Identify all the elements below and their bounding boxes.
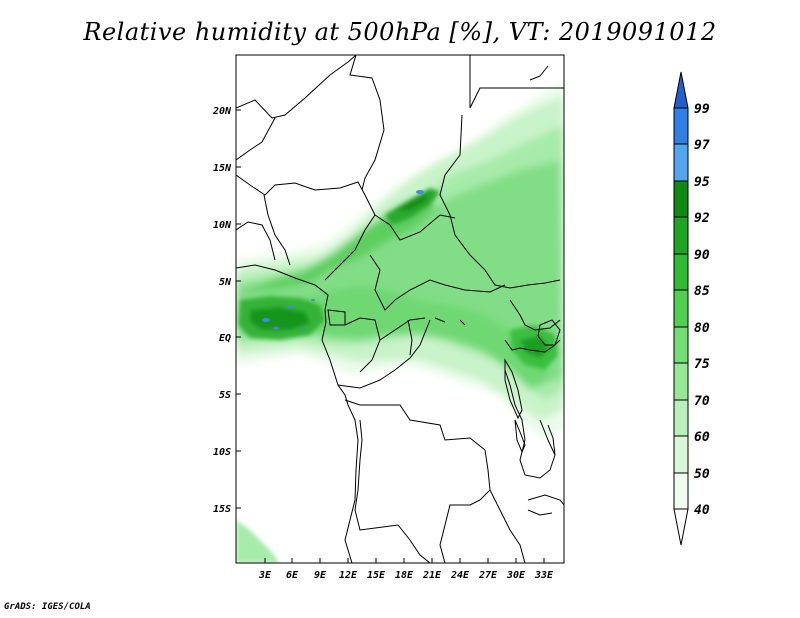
lat-tick-label: EQ [219,333,231,344]
lon-tick-label: 6E [286,570,299,581]
colorbar-swatch [673,362,689,401]
colorbar-label: 99 [694,102,710,117]
colorbar-swatch [673,326,689,364]
longitude-axis: 3E 6E 9E 12E 15E 18E 21E 24E 27E 30E 33E [258,558,554,581]
lat-tick-label: 10S [213,447,231,458]
map-frame [235,54,565,564]
colorbar-label: 50 [694,467,710,482]
lon-tick-label: 18E [395,570,414,581]
colorbar-label: 75 [694,357,710,372]
lon-tick-label: 24E [450,570,470,581]
lon-tick-label: 15E [367,570,386,581]
lon-tick-label: 12E [339,570,358,581]
colorbar-swatch [673,289,689,328]
lat-tick-label: 5S [219,390,231,401]
colorbar-swatch [673,180,689,218]
lat-tick-label: 5N [219,277,232,288]
lon-tick-label: 3E [258,570,272,581]
colorbar-swatch [673,508,689,546]
lon-tick-label: 21E [422,570,442,581]
lat-tick-label: 10N [213,220,232,231]
colorbar-label: 85 [694,284,710,299]
lon-tick-label: 33E [534,570,554,581]
colorbar-swatch [673,435,689,474]
map-title: Relative humidity at 500hPa [%], VT: 201… [83,18,717,46]
credit-label: GrADS: IGES/COLA [4,602,91,612]
lat-tick-label: 20N [212,106,232,117]
colorbar-swatch [673,71,689,109]
lat-tick-label: 15S [213,504,231,515]
colorbar-label: 97 [694,138,710,153]
colorbar-swatch [673,399,689,437]
humidity-field [236,80,564,563]
colorbar-label: 70 [694,394,710,409]
lon-tick-label: 27E [478,570,498,581]
colorbar-swatch [673,216,689,255]
colorbar-swatch [673,253,689,291]
colorbar-label: 60 [694,430,710,445]
colorbar-swatch [673,143,689,182]
colorbar-swatch [673,107,689,145]
latitude-axis: 20N 15N 10N 5N EQ 5S 10S 15S [212,106,241,515]
country-boundaries [236,55,564,563]
colorbar-label: 90 [694,248,710,263]
lat-tick-label: 15N [213,163,232,174]
colorbar-label: 95 [694,175,710,190]
colorbar-swatch [673,472,689,510]
colorbar-label: 80 [694,321,710,336]
lon-tick-label: 9E [314,570,327,581]
lon-tick-label: 30E [506,570,526,581]
colorbar-label: 92 [694,211,710,226]
colorbar: 99 97 95 92 90 85 80 75 70 60 50 40 [673,71,710,546]
colorbar-label: 40 [694,503,710,518]
